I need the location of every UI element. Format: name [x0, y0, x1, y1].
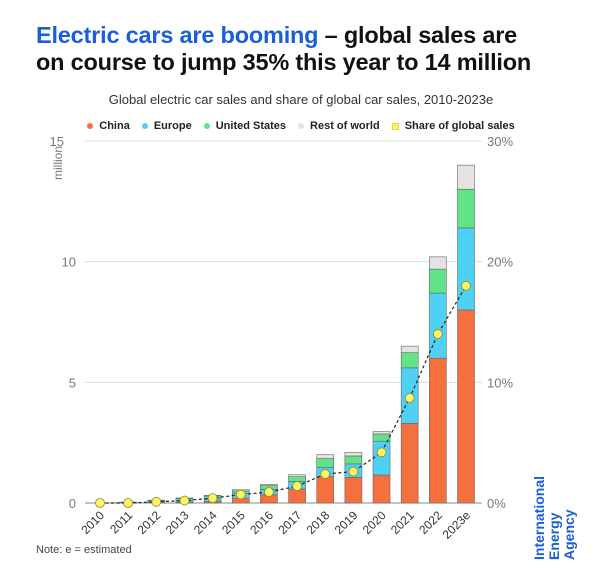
bar-united-states — [429, 268, 447, 294]
share-point — [348, 466, 359, 477]
bar-china — [316, 476, 335, 504]
legend-marker — [87, 123, 94, 129]
bar-europe — [372, 440, 391, 476]
bar-united-states — [457, 188, 475, 229]
headline-rest: – global sales are — [318, 22, 518, 48]
legend-item: Europe — [141, 120, 192, 132]
legend-label: United States — [215, 120, 287, 132]
legend-item: Share of global sales — [391, 120, 515, 132]
x-tick-label: 2019 — [332, 508, 361, 537]
headline-highlight: Electric cars are booming — [36, 22, 319, 48]
legend-label: Europe — [153, 120, 192, 132]
x-tick-label: 2018 — [304, 508, 333, 537]
share-point — [432, 329, 443, 339]
bar-china — [288, 488, 306, 504]
legend-marker — [203, 123, 210, 129]
share-point — [264, 487, 274, 498]
iea-logo: International Energy Agency — [531, 475, 577, 560]
y-tick-label: 0 — [69, 496, 76, 511]
bar-united-states — [400, 352, 419, 369]
y2-tick-label: 0% — [487, 496, 506, 511]
logo-line2: Energy Agency — [546, 509, 577, 560]
y2-tick-label: 30% — [487, 134, 513, 149]
x-tick-label: 2015 — [219, 508, 248, 537]
x-tick-label: 2016 — [247, 508, 276, 537]
share-point — [376, 447, 387, 458]
bar-europe — [429, 292, 447, 359]
bar-rest-of-world — [372, 431, 391, 435]
bar-rest-of-world — [260, 484, 278, 486]
x-tick-label: 2010 — [78, 508, 107, 537]
x-tick-label: 2020 — [360, 508, 389, 537]
bar-united-states — [288, 476, 306, 482]
headline-line2: on course to jump 35% this year to 14 mi… — [36, 49, 532, 75]
y2-tick-label: 10% — [487, 375, 513, 390]
y-tick-label: 5 — [69, 375, 76, 390]
bar-rest-of-world — [288, 474, 306, 477]
share-point — [461, 280, 471, 291]
logo-line1: International — [531, 475, 547, 560]
share-point — [404, 393, 415, 403]
chart-title: Global electric car sales and share of g… — [108, 92, 494, 107]
x-tick-label: 2023e — [440, 508, 474, 542]
share-point — [292, 481, 302, 492]
x-tick-label: 2021 — [388, 508, 417, 537]
legend-marker — [141, 123, 148, 129]
bar-china — [400, 423, 419, 504]
x-tick-label: 2014 — [191, 508, 220, 537]
y-axis-label: million — [51, 146, 65, 180]
share-point — [179, 495, 190, 506]
y2-tick-label: 20% — [487, 255, 513, 270]
y-tick-label: 10 — [62, 255, 76, 270]
share-point — [95, 498, 105, 508]
headline: Electric cars are booming – global sales… — [36, 22, 531, 76]
bar-rest-of-world — [344, 452, 363, 457]
share-point — [151, 496, 162, 507]
legend-label: China — [99, 120, 130, 132]
x-tick-label: 2013 — [163, 508, 192, 537]
legend-marker — [298, 123, 305, 129]
bar-china — [372, 474, 391, 504]
legend-label: Rest of world — [310, 120, 380, 132]
bar-rest-of-world — [457, 164, 475, 190]
x-tick-label: 2012 — [135, 508, 164, 537]
bar-united-states — [316, 458, 335, 468]
legend-item: China — [87, 120, 130, 132]
legend-marker — [391, 122, 399, 130]
share-point — [207, 493, 218, 504]
bar-rest-of-world — [400, 345, 419, 353]
x-tick-label: 2011 — [107, 508, 135, 536]
bar-rest-of-world — [429, 256, 447, 270]
legend-label: Share of global sales — [404, 120, 515, 132]
bar-united-states — [344, 455, 363, 465]
legend-item: United States — [203, 120, 287, 132]
bar-europe — [457, 227, 475, 311]
x-tick-label: 2017 — [275, 508, 304, 537]
share-point — [320, 469, 331, 479]
footnote: Note: e = estimated — [36, 544, 132, 556]
bar-china — [429, 357, 447, 504]
bar-rest-of-world — [316, 454, 335, 459]
bar-china — [344, 477, 363, 504]
share-point — [123, 498, 134, 508]
legend: China Europe United States Rest of world Sha… — [0, 120, 602, 132]
bar-china — [457, 309, 475, 504]
legend-item: Rest of world — [298, 120, 380, 132]
y-tick-label: 15 — [50, 134, 64, 149]
share-point — [235, 489, 246, 500]
